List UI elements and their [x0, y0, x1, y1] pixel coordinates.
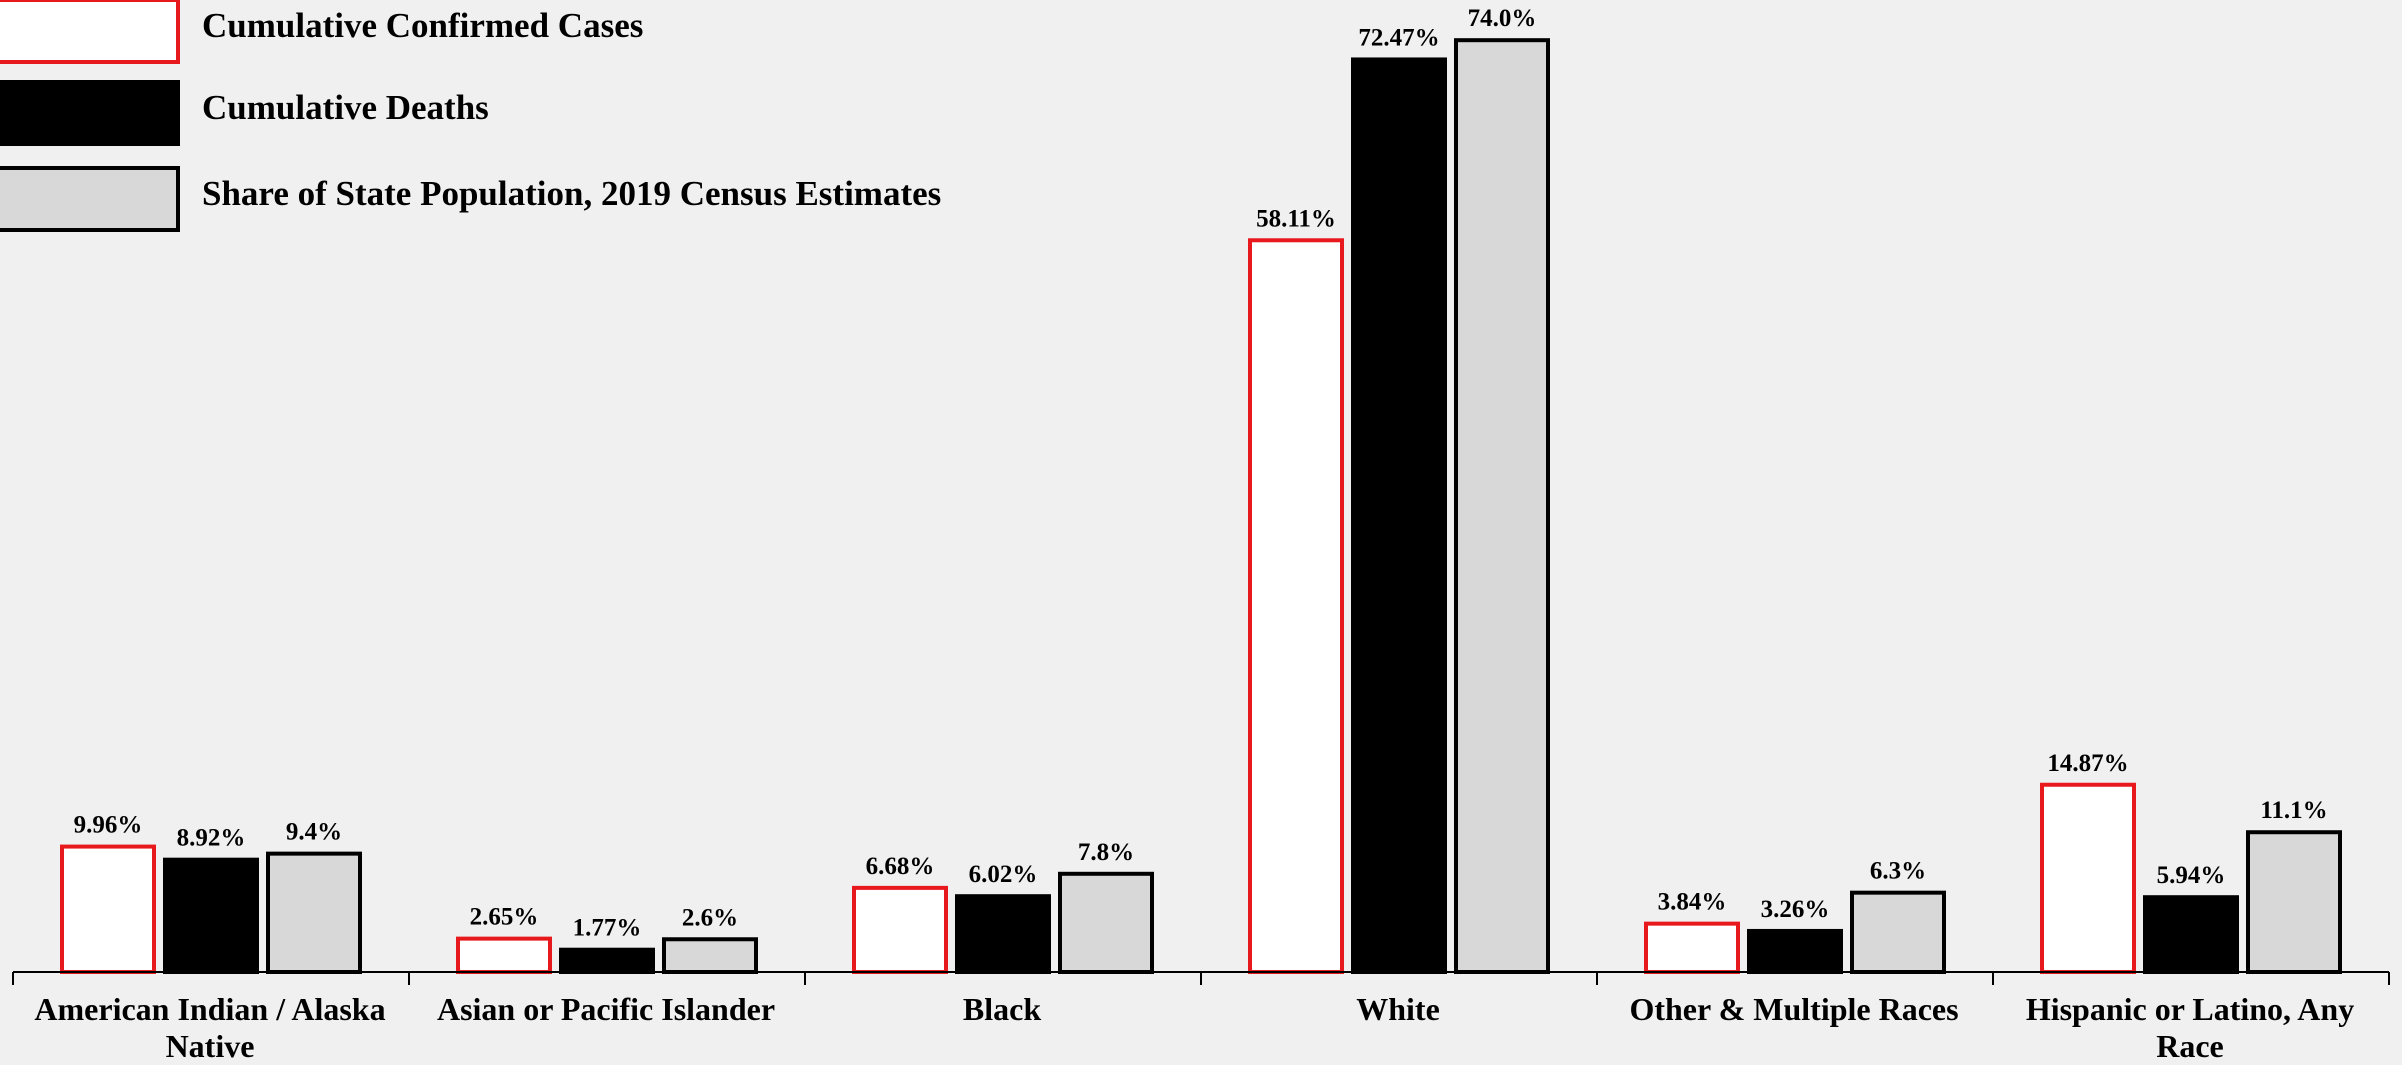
- value-labels-layer: 9.96% 8.92% 9.4% 2.65% 1.77% 2.6% 6.68% 6.02% 7.…: [74, 5, 2328, 942]
- data-label-cumulative-deaths-asian-or-pacific-islander: 1.77%: [573, 915, 642, 942]
- legend-swatch-deaths: [0, 80, 180, 146]
- data-label-share-of-state-population-2019-census-estimates-other-multiple-races: 6.3%: [1870, 858, 1926, 885]
- legend-swatch-confirmed-cases: [0, 0, 180, 64]
- data-label-share-of-state-population-2019-census-estimates-black: 7.8%: [1078, 839, 1134, 866]
- bar-cumulative-deaths-asian-or-pacific-islander: [559, 947, 655, 975]
- data-label-cumulative-deaths-black: 6.02%: [969, 861, 1038, 888]
- category-label-hispanic-latino: Hispanic or Latino, Any Race: [2025, 991, 2355, 1064]
- data-label-share-of-state-population-2019-census-estimates-white: 74.0%: [1468, 5, 1537, 32]
- data-label-cumulative-deaths-american-indian-alaska-native: 8.92%: [177, 825, 246, 852]
- data-label-cumulative-confirmed-cases-white: 58.11%: [1256, 205, 1336, 232]
- bar-cumulative-deaths-white: [1351, 57, 1447, 974]
- data-label-share-of-state-population-2019-census-estimates-hispanic-or-latino-any-race: 11.1%: [2260, 797, 2327, 824]
- bar-cumulative-deaths-american-indian-alaska-native: [163, 857, 259, 974]
- data-label-cumulative-confirmed-cases-other-multiple-races: 3.84%: [1658, 889, 1727, 916]
- data-label-cumulative-confirmed-cases-asian-or-pacific-islander: 2.65%: [470, 904, 539, 931]
- x-axis: [12, 971, 2390, 985]
- data-label-cumulative-deaths-other-multiple-races: 3.26%: [1761, 896, 1830, 923]
- legend-label-deaths: Cumulative Deaths: [202, 88, 489, 127]
- legend-item-confirmed-cases: Cumulative Confirmed Cases: [0, 0, 1200, 78]
- data-label-cumulative-confirmed-cases-hispanic-or-latino-any-race: 14.87%: [2047, 750, 2128, 777]
- bar-cumulative-deaths-other-multiple-races: [1747, 928, 1843, 974]
- category-label-american-indian: American Indian / Alaska Native: [34, 991, 386, 1064]
- legend-label-confirmed-cases: Cumulative Confirmed Cases: [202, 6, 644, 45]
- bar-cumulative-confirmed-cases-other-multiple-races: [1644, 921, 1740, 974]
- data-label-cumulative-confirmed-cases-american-indian-alaska-native: 9.96%: [74, 812, 143, 839]
- bar-cumulative-deaths-black: [955, 894, 1051, 975]
- bar-cumulative-confirmed-cases-hispanic-or-latino-any-race: [2040, 782, 2136, 974]
- bars-layer: [60, 38, 2342, 975]
- data-label-cumulative-confirmed-cases-black: 6.68%: [866, 853, 935, 880]
- category-label-asian-pacific-islander: Asian or Pacific Islander: [436, 991, 776, 1027]
- bar-share-of-state-population-2019-census-estimates-american-indian-alaska-native: [266, 851, 362, 975]
- data-label-share-of-state-population-2019-census-estimates-asian-or-pacific-islander: 2.6%: [682, 904, 738, 931]
- bar-cumulative-confirmed-cases-black: [852, 885, 948, 975]
- data-label-cumulative-deaths-white: 72.47%: [1358, 24, 1439, 51]
- bar-cumulative-deaths-hispanic-or-latino-any-race: [2143, 895, 2239, 974]
- bar-share-of-state-population-2019-census-estimates-black: [1058, 871, 1154, 974]
- legend-swatch-population-share: [0, 166, 180, 232]
- bar-share-of-state-population-2019-census-estimates-asian-or-pacific-islander: [662, 937, 758, 974]
- data-label-cumulative-deaths-hispanic-or-latino-any-race: 5.94%: [2157, 862, 2226, 889]
- bar-cumulative-confirmed-cases-asian-or-pacific-islander: [456, 936, 552, 974]
- bar-cumulative-confirmed-cases-white: [1248, 238, 1344, 974]
- bar-share-of-state-population-2019-census-estimates-white: [1454, 38, 1550, 975]
- bar-cumulative-confirmed-cases-american-indian-alaska-native: [60, 844, 156, 975]
- data-label-share-of-state-population-2019-census-estimates-american-indian-alaska-native: 9.4%: [286, 819, 342, 846]
- bar-share-of-state-population-2019-census-estimates-hispanic-or-latino-any-race: [2246, 830, 2342, 975]
- category-label-black: Black: [962, 991, 1042, 1027]
- legend-item-deaths: Cumulative Deaths: [0, 80, 1200, 160]
- legend-label-population-share: Share of State Population, 2019 Census E…: [202, 174, 942, 213]
- category-label-white: White: [1356, 991, 1440, 1027]
- legend-item-population-share: Share of State Population, 2019 Census E…: [0, 166, 1200, 246]
- bar-share-of-state-population-2019-census-estimates-other-multiple-races: [1850, 890, 1946, 974]
- category-label-other-multiple: Other & Multiple Races: [1629, 991, 1959, 1027]
